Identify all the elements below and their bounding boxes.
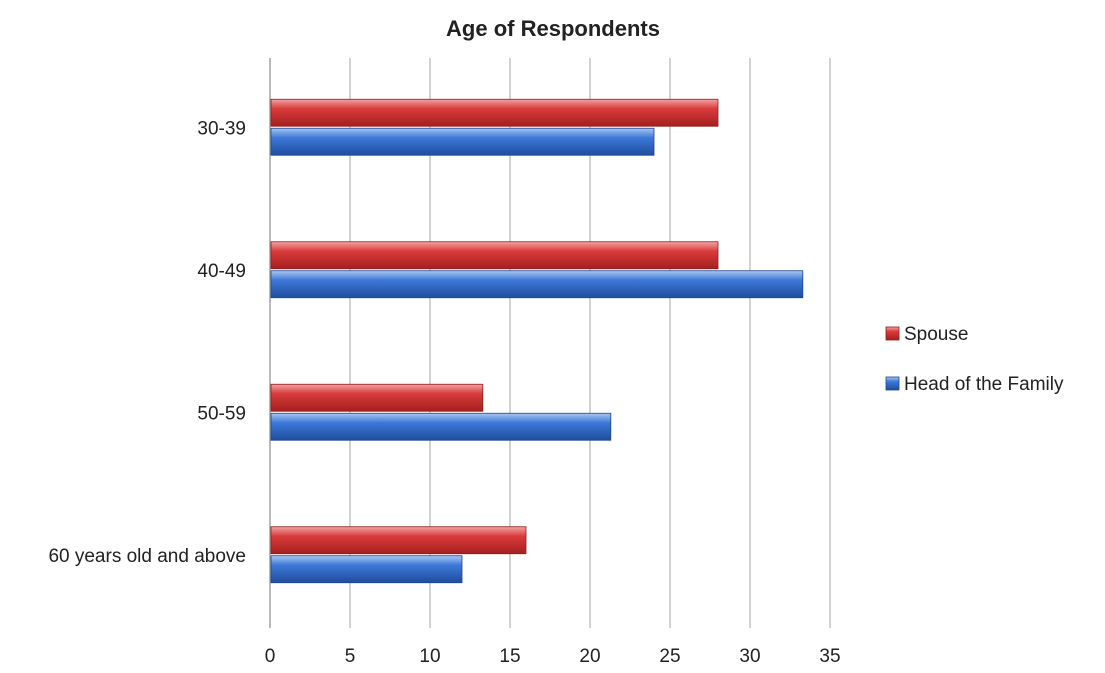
x-tick-label: 30 [739,646,760,667]
legend-swatch-head-of-family [885,376,900,391]
bar-head-of-family-2 [270,412,612,441]
x-tick-label: 10 [419,646,440,667]
bar-head-of-family-0 [270,127,655,156]
x-tick-label: 35 [819,646,840,667]
category-label: 30-39 [197,118,246,139]
bar-spouse-0 [270,98,719,127]
bar-head-of-family-1 [270,270,804,299]
category-labels: 30-39 40-49 50-59 60 years old and above [48,118,246,567]
bar-spouse-3 [270,526,527,555]
category-label: 40-49 [197,261,246,282]
x-tick-label: 0 [265,646,276,667]
x-tick-label: 25 [659,646,680,667]
legend-label-spouse: Spouse [904,324,968,345]
bar-spouse-2 [270,383,484,412]
x-axis-ticks: 0 5 10 15 20 25 30 35 [265,646,841,667]
category-label: 50-59 [197,403,246,424]
x-tick-label: 15 [499,646,520,667]
category-label: 60 years old and above [48,546,246,567]
bar-spouse-1 [270,241,719,270]
bar-head-of-family-3 [270,555,463,584]
x-tick-label: 20 [579,646,600,667]
legend: Spouse Head of the Family [885,324,1064,395]
legend-swatch-spouse [885,326,900,341]
bars [270,98,804,584]
chart-title: Age of Respondents [446,16,660,41]
legend-label-head-of-family: Head of the Family [904,374,1064,395]
x-tick-label: 5 [345,646,356,667]
